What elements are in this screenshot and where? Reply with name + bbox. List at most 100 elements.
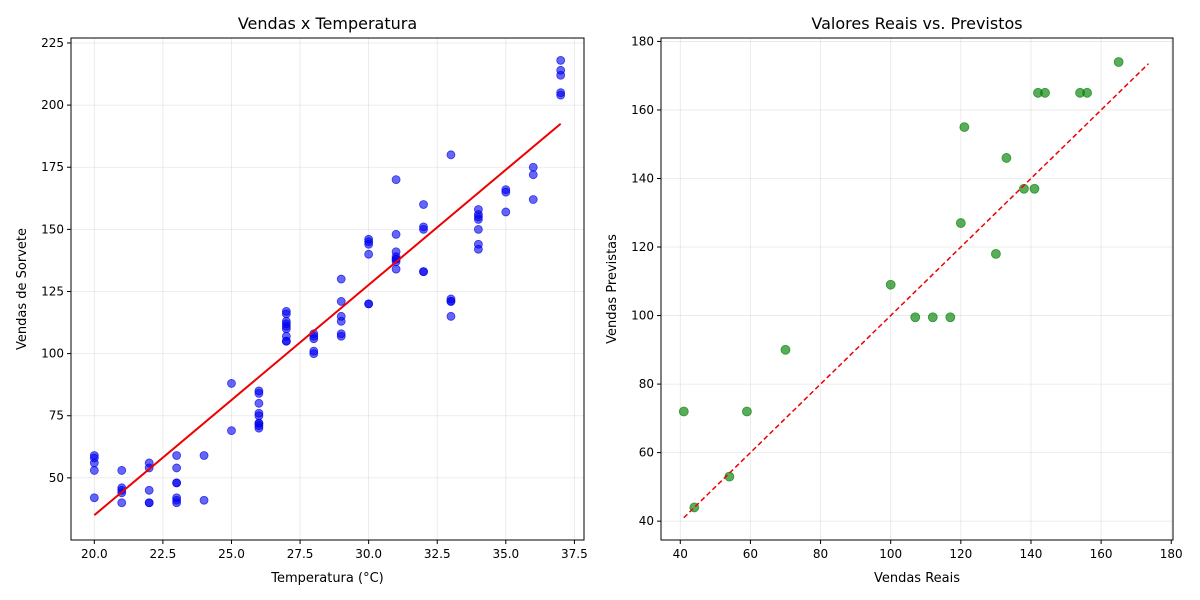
x-tick-label: 180: [1160, 547, 1183, 561]
data-point: [446, 150, 456, 160]
data-point: [1113, 57, 1124, 67]
x-ticks-left: 20.0 22.5 25.0 27.5 30.0 32.5 35.0 37.5: [81, 540, 588, 561]
x-ticks-right: 40 60 80 100 120 140 160 180: [673, 540, 1183, 561]
data-point: [1029, 183, 1040, 194]
data-point: [780, 344, 791, 355]
x-tick-label: 20.0: [81, 547, 108, 561]
data-point: [955, 218, 966, 228]
x-tick-label: 30.0: [355, 547, 382, 561]
scatter-chart-real-vs-predicted: 40 60 80 100 120 140 160 180 40 60 80 100 120 140 160…: [605, 14, 1183, 586]
plot-frame-left: [70, 37, 585, 541]
data-point: [959, 122, 970, 132]
data-point: [528, 170, 538, 180]
data-point: [501, 187, 511, 197]
data-point: [945, 312, 956, 323]
data-point: [1040, 87, 1050, 98]
x-tick-label: 40: [673, 547, 688, 561]
data-point: [1082, 87, 1092, 98]
data-point: [89, 493, 99, 503]
data-point: [254, 411, 264, 421]
data-point: [885, 279, 896, 290]
data-point: [336, 297, 346, 306]
data-point: [117, 466, 127, 475]
data-point: [172, 463, 182, 473]
data-point: [528, 195, 538, 204]
x-tick-label: 140: [1020, 547, 1043, 561]
y-tick-label: 40: [639, 514, 654, 528]
data-point: [199, 495, 209, 505]
data-point: [556, 90, 566, 100]
data-point: [473, 224, 483, 234]
data-point: [419, 224, 428, 234]
data-point: [678, 406, 689, 417]
x-tick-label: 160: [1090, 547, 1113, 561]
y-tick-label: 225: [41, 36, 64, 50]
x-tick-label: 25.0: [218, 547, 245, 561]
data-point: [927, 312, 938, 323]
y-tick-label: 150: [41, 222, 64, 236]
data-point: [528, 162, 538, 172]
data-point: [281, 336, 291, 346]
data-point: [473, 215, 483, 224]
x-tick-label: 32.5: [424, 547, 451, 561]
x-tick-label: 35.0: [492, 547, 519, 561]
data-point: [281, 324, 291, 334]
y-tick-label: 100: [631, 309, 654, 323]
data-point: [364, 239, 374, 249]
marks-left: [89, 55, 566, 516]
x-axis-label-left: Temperatura (°C): [270, 571, 383, 586]
grid-left: [71, 38, 584, 540]
x-tick-label: 60: [743, 547, 758, 561]
data-point: [473, 244, 483, 254]
x-tick-label: 22.5: [150, 547, 177, 561]
y-tick-label: 200: [41, 98, 64, 112]
data-point: [254, 423, 264, 433]
data-point: [254, 388, 264, 398]
data-point: [742, 406, 752, 417]
data-point: [144, 498, 154, 508]
data-point: [172, 498, 182, 508]
data-point: [391, 264, 401, 274]
data-point: [144, 485, 154, 495]
data-point: [281, 309, 291, 319]
data-point: [227, 426, 236, 436]
data-point: [227, 379, 236, 388]
data-point: [446, 311, 456, 321]
data-point: [309, 334, 319, 344]
data-point: [1001, 153, 1012, 163]
data-point: [336, 331, 346, 341]
data-point: [172, 478, 182, 488]
data-point: [910, 312, 921, 323]
x-tick-label: 100: [879, 547, 902, 561]
data-point: [364, 299, 374, 309]
identity-line: [683, 63, 1149, 519]
data-point: [501, 207, 511, 217]
data-point: [391, 229, 401, 239]
y-tick-label: 75: [49, 409, 64, 423]
data-point: [254, 398, 264, 408]
y-tick-label: 180: [631, 34, 654, 48]
y-tick-label: 125: [41, 284, 64, 298]
y-axis-label-right: Vendas Previstas: [605, 234, 620, 344]
data-point: [419, 200, 428, 209]
y-tick-label: 140: [631, 171, 654, 185]
data-point: [991, 248, 1001, 259]
grid-right: [661, 38, 1173, 540]
data-point: [419, 267, 428, 277]
data-point: [309, 349, 319, 359]
data-point: [117, 498, 127, 508]
data-point: [199, 451, 209, 460]
y-ticks-right: 40 60 80 100 120 140 160 180: [631, 34, 661, 528]
y-tick-label: 175: [41, 160, 64, 174]
scatter-chart-temperature: 20.0 22.5 25.0 27.5 30.0 32.5 35.0 37.5 50 75 100…: [15, 14, 588, 586]
x-tick-label: 120: [949, 547, 972, 561]
data-point: [336, 274, 346, 284]
y-tick-label: 50: [49, 471, 64, 485]
y-tick-label: 100: [41, 347, 64, 361]
x-tick-label: 27.5: [287, 547, 314, 561]
data-point: [556, 55, 566, 65]
x-tick-label: 80: [813, 547, 828, 561]
data-point: [172, 451, 182, 460]
data-point: [89, 458, 99, 468]
chart-title-right: Valores Reais vs. Previstos: [811, 14, 1022, 33]
